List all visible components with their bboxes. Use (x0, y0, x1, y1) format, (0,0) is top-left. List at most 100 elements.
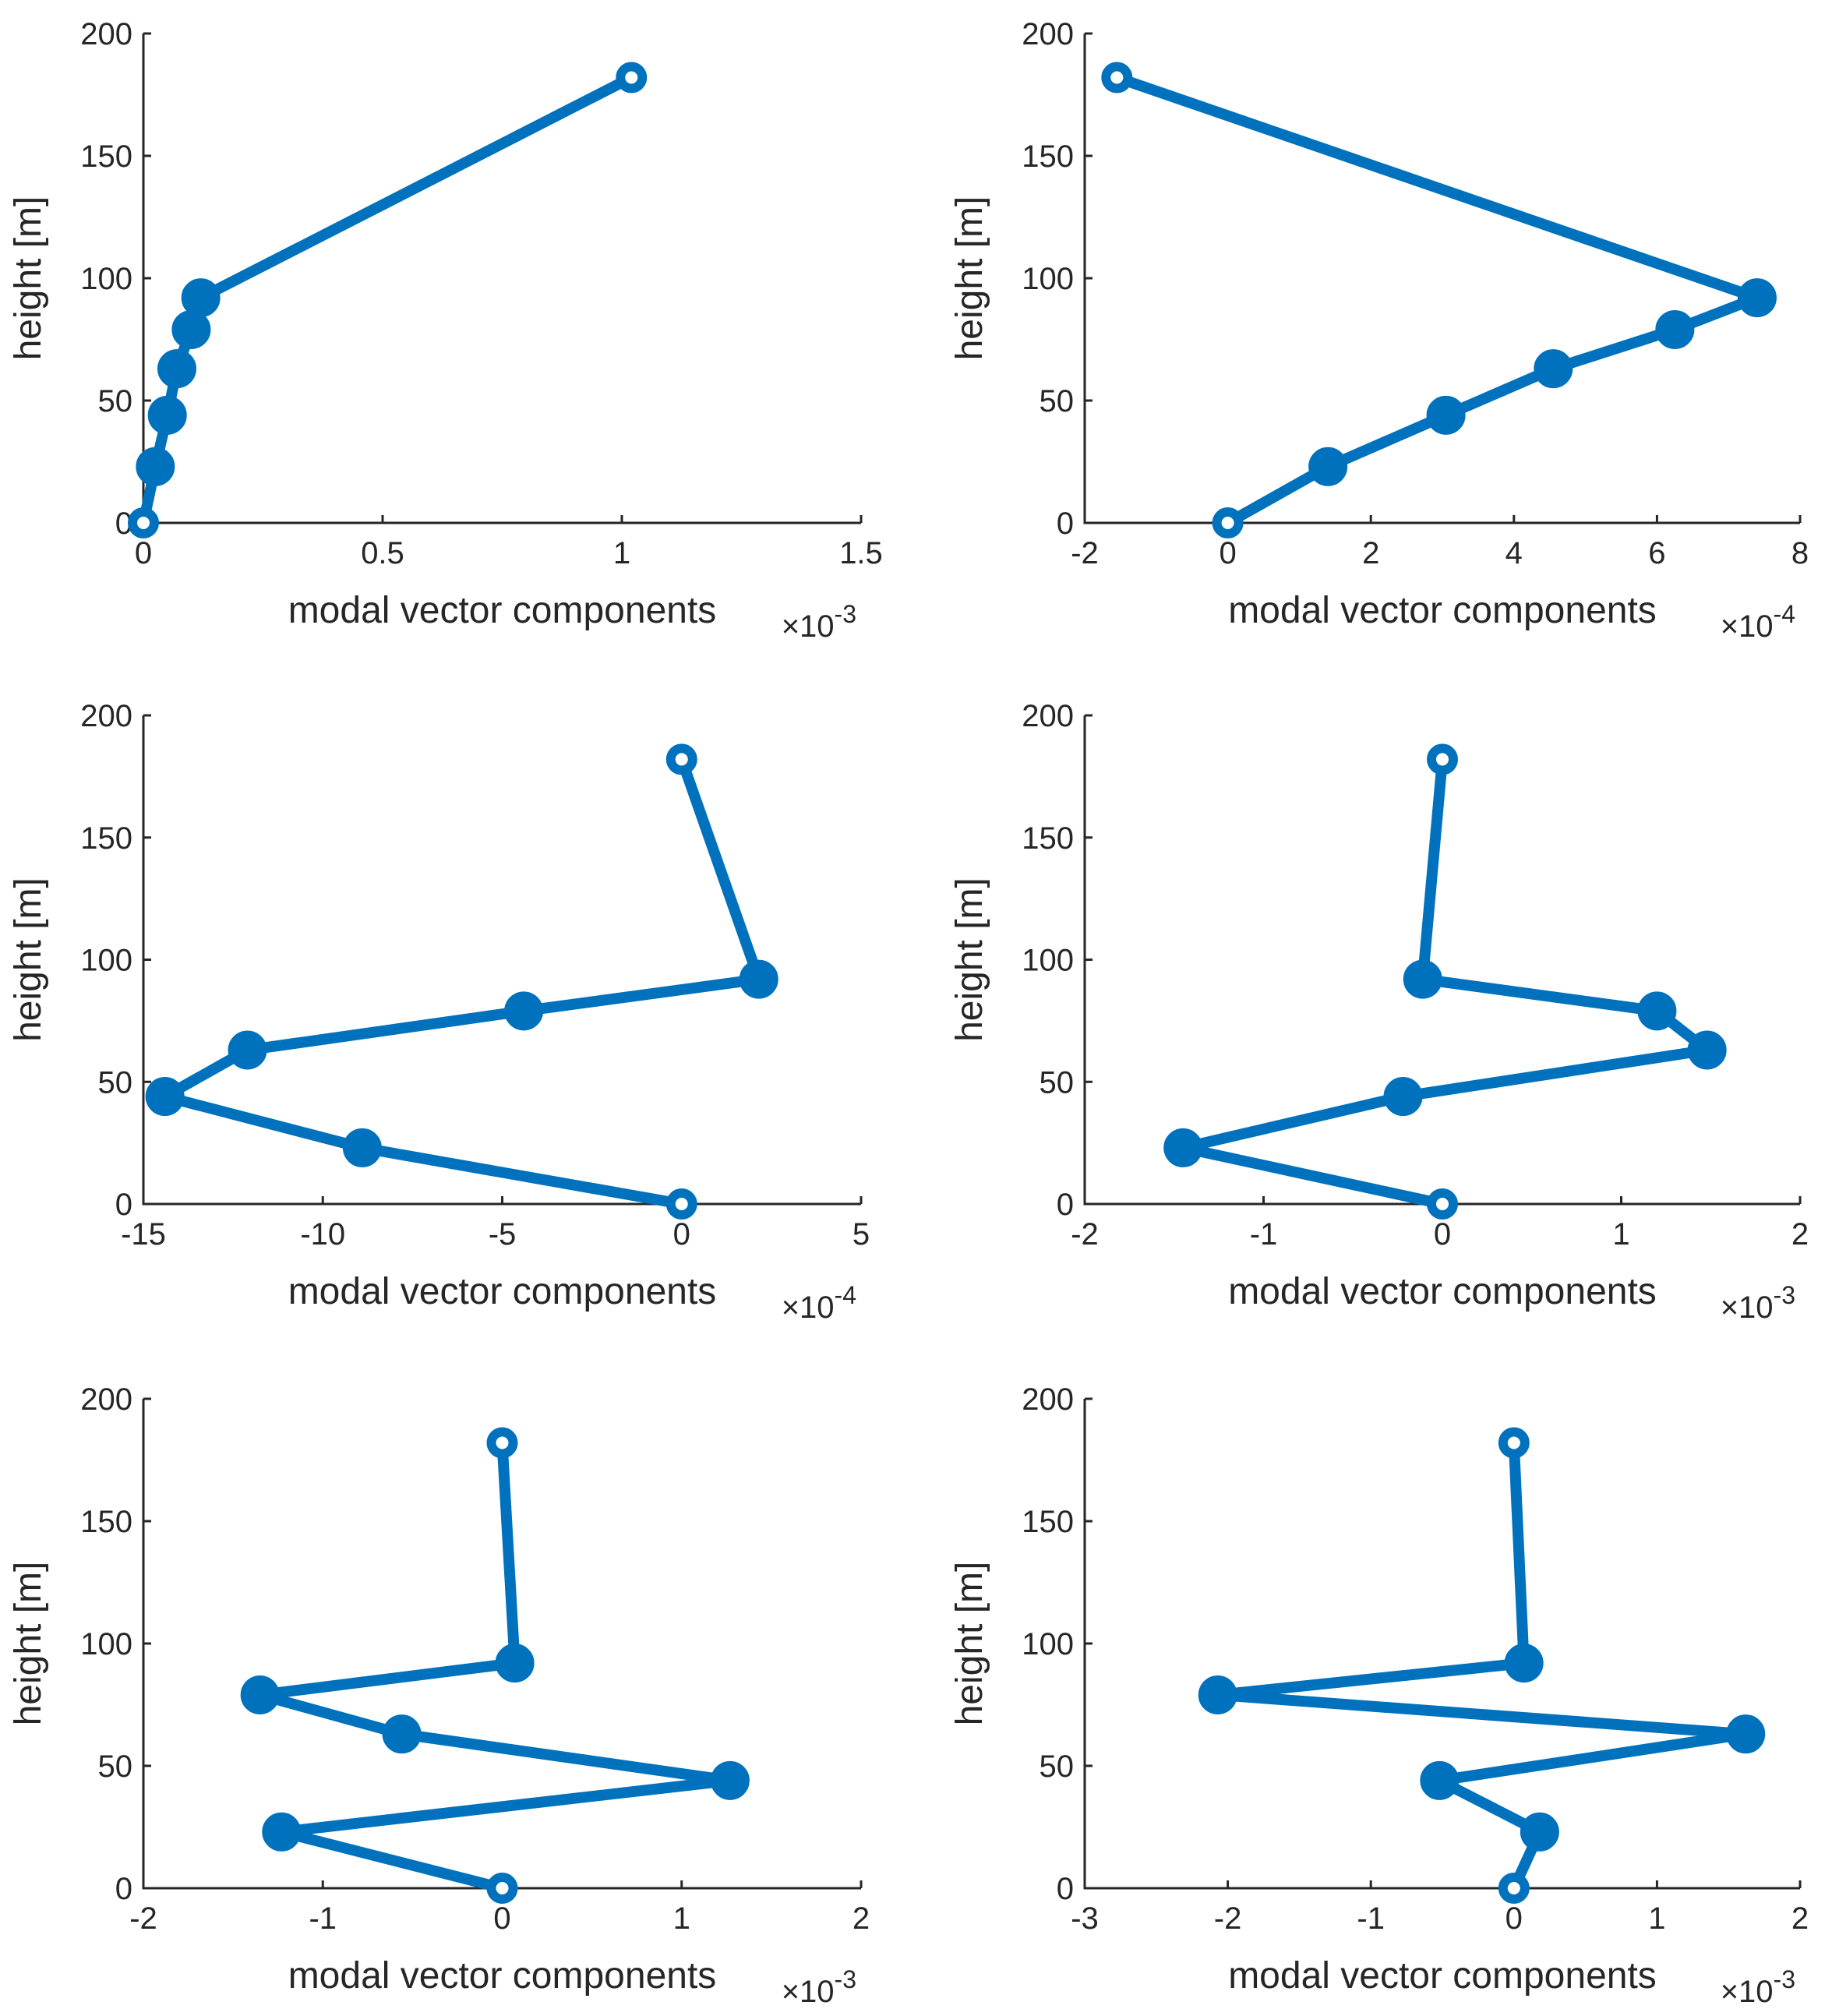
x-tick-label: 1 (1612, 1217, 1629, 1252)
x-exponent-label: ×10-4 (782, 1281, 856, 1325)
x-tick-label: 0 (673, 1217, 690, 1252)
data-point (228, 1030, 267, 1070)
y-tick-label: 100 (1022, 944, 1074, 978)
y-tick-label: 200 (80, 1382, 132, 1417)
data-point (495, 1644, 535, 1683)
data-point (1163, 1128, 1203, 1167)
x-tick-label: 0 (1434, 1217, 1451, 1252)
data-point (665, 743, 697, 775)
y-axis-label: height [m] (949, 1562, 990, 1726)
y-axis-label: height [m] (949, 196, 990, 361)
x-tick-label: 0 (493, 1901, 510, 1936)
y-tick-label: 50 (98, 1065, 133, 1100)
x-axis-label: modal vector components (288, 590, 717, 631)
x-axis-label: modal vector components (1228, 590, 1657, 631)
y-tick-label: 100 (80, 262, 132, 296)
chart-panel-6: -3 -2 -1 0 1 2 0 50 100 150 200 modal vector compon… (949, 1382, 1809, 2009)
x-tick-label: -2 (1071, 536, 1099, 570)
data-point (171, 309, 211, 349)
data-point (1498, 1427, 1530, 1459)
x-tick-label: 0 (135, 536, 152, 570)
data-point (486, 1873, 518, 1904)
y-tick-label: 100 (80, 1627, 132, 1661)
data-point (1637, 991, 1677, 1031)
y-axis-label: height [m] (8, 1562, 49, 1726)
x-tick-label: -2 (129, 1901, 157, 1936)
y-axis-label: height [m] (8, 196, 49, 361)
x-tick-label: 1 (673, 1901, 690, 1936)
x-tick-label: 1.5 (839, 536, 883, 570)
x-exponent-label: ×10-3 (1721, 1965, 1795, 2009)
y-tick-label: 0 (1057, 1188, 1074, 1222)
x-tick-label: 4 (1506, 536, 1523, 570)
y-tick-label: 150 (80, 1505, 132, 1539)
x-exponent-label: ×10-3 (782, 600, 856, 644)
data-point (1101, 62, 1133, 94)
y-tick-label: 200 (80, 699, 132, 733)
y-tick-label: 0 (115, 1872, 132, 1906)
data-point (665, 1188, 697, 1220)
series-line (1177, 754, 1713, 1209)
data-point (1427, 743, 1458, 775)
x-tick-label: 8 (1791, 536, 1809, 570)
x-axis-label: modal vector components (288, 1271, 717, 1312)
y-tick-label: 200 (1022, 17, 1074, 51)
data-point (1655, 309, 1695, 349)
chart-panel-5: -2 -1 0 1 2 0 50 100 150 200 modal vector componen… (8, 1382, 870, 2009)
y-tick-label: 100 (80, 944, 132, 978)
x-axis-label: modal vector components (1228, 1271, 1657, 1312)
x-axis-label: modal vector components (1228, 1955, 1657, 1997)
series-line (159, 754, 764, 1209)
y-tick-label: 0 (115, 1188, 132, 1222)
data-point (147, 395, 187, 435)
data-point (1212, 507, 1244, 538)
x-tick-label: -10 (300, 1217, 345, 1252)
y-tick-label: 150 (1022, 1505, 1074, 1539)
y-tick-label: 100 (1022, 262, 1074, 296)
x-tick-label: 2 (1791, 1217, 1809, 1252)
y-tick-label: 50 (98, 384, 133, 418)
x-exponent-label: ×10-4 (1721, 600, 1795, 644)
x-tick-label: -15 (121, 1217, 166, 1252)
data-point (1498, 1873, 1530, 1904)
data-point (1420, 1760, 1460, 1800)
x-tick-label: 2 (1362, 536, 1379, 570)
x-exponent-label: ×10-3 (1721, 1281, 1795, 1325)
x-tick-label: -5 (489, 1217, 517, 1252)
chart-panel-4: -2 -1 0 1 2 0 50 100 150 200 modal vector componen… (949, 699, 1809, 1325)
x-tick-label: 2 (1791, 1901, 1809, 1936)
data-point (1403, 959, 1442, 999)
data-point (1737, 278, 1777, 318)
x-tick-label: -1 (309, 1901, 337, 1936)
x-tick-label: 1 (613, 536, 630, 570)
y-tick-label: 0 (115, 507, 132, 541)
x-tick-label: 0 (1506, 1901, 1523, 1936)
y-tick-label: 150 (1022, 821, 1074, 856)
data-point (1534, 349, 1573, 389)
y-tick-label: 100 (1022, 1627, 1074, 1661)
y-axis-label: height [m] (8, 877, 49, 1042)
y-tick-label: 200 (1022, 699, 1074, 733)
y-tick-label: 0 (1057, 1872, 1074, 1906)
x-tick-label: -2 (1214, 1901, 1242, 1936)
y-tick-label: 150 (80, 139, 132, 174)
series-line (1111, 72, 1763, 528)
y-tick-label: 150 (1022, 139, 1074, 174)
y-tick-label: 200 (80, 17, 132, 51)
data-point (157, 349, 196, 389)
data-point (710, 1760, 750, 1800)
y-tick-label: 150 (80, 821, 132, 856)
x-tick-label: 6 (1648, 536, 1665, 570)
data-point (1504, 1644, 1544, 1683)
y-axis-label: height [m] (949, 877, 990, 1042)
data-point (181, 278, 221, 318)
data-point (486, 1427, 518, 1459)
axes-frame (1083, 1399, 1800, 1890)
data-point (382, 1714, 422, 1754)
x-tick-label: -3 (1071, 1901, 1099, 1936)
data-point (1198, 1675, 1237, 1714)
chart-panel-1: 0 0.5 1 1.5 0 50 100 150 200 modal vector compone… (8, 17, 883, 644)
